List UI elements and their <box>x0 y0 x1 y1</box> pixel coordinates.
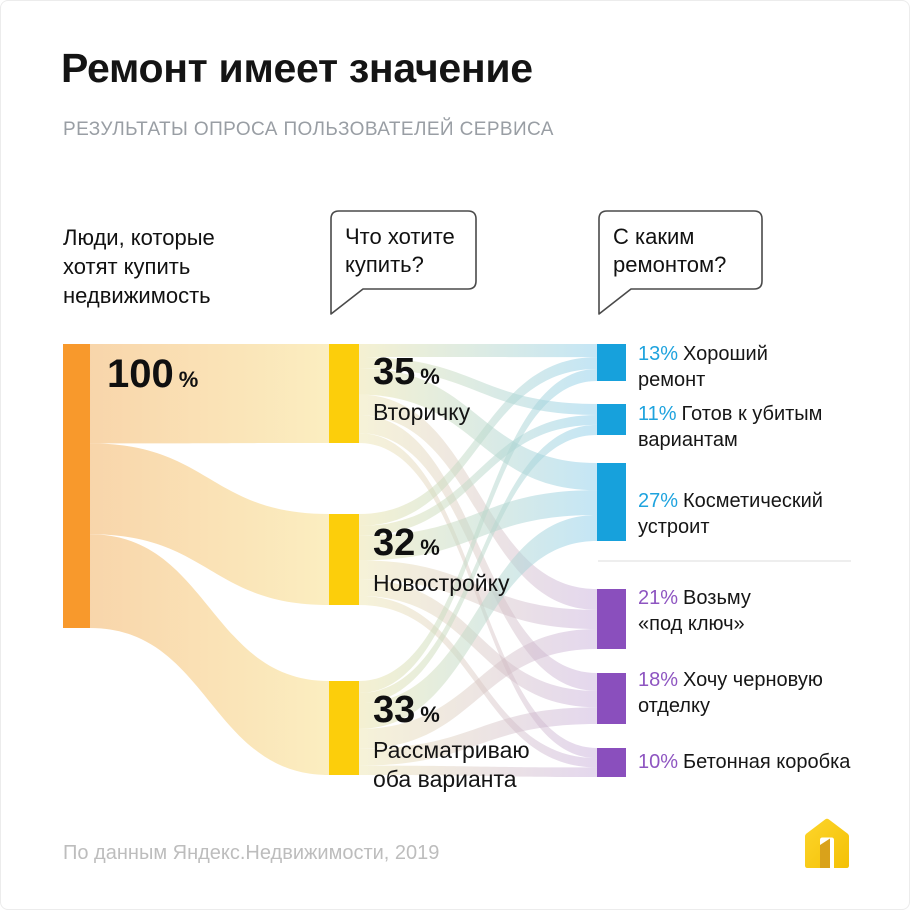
sankey-node-cosmetic <box>597 463 626 541</box>
sankey-node-concrete <box>597 748 626 777</box>
node-label-good-renovation: 13% Хороший ремонт <box>638 343 768 391</box>
flow-newbuild-good <box>359 357 597 526</box>
yandex-realty-logo-icon <box>805 818 849 868</box>
sankey-node-both <box>329 681 359 775</box>
node-label-secondary: 35% Вторичку <box>373 351 471 425</box>
sankey-node-turnkey <box>597 589 626 649</box>
node-label-cosmetic-ok: 27% Косметический устроит <box>638 490 823 538</box>
flow-secondary-wrecked <box>359 357 597 415</box>
page-subtitle: РЕЗУЛЬТАТЫ ОПРОСА ПОЛЬЗОВАТЕЛЕЙ СЕРВИСА <box>63 119 554 140</box>
flow-all-both <box>90 534 329 775</box>
node-label-rough-finish: 18% Хочу черновую отделку <box>638 669 823 717</box>
node-label-newbuild: 32% Новостройку <box>373 522 510 596</box>
flow-both-rough <box>359 707 597 766</box>
flow-newbuild-turnkey <box>359 560 597 629</box>
flow-both-wrecked <box>359 424 597 704</box>
node-label-both: 33% Рассматриваю оба варианта <box>373 689 530 792</box>
flow-secondary-turnkey <box>359 394 597 610</box>
flow-both-concrete <box>359 765 597 777</box>
flow-newbuild-wrecked <box>359 414 597 536</box>
flow-all-newbuild <box>90 443 329 605</box>
data-source-caption: По данным Яндекс.Недвижимости, 2019 <box>63 842 440 864</box>
node-label-turnkey: 21% Возьму «под ключ» <box>638 587 751 635</box>
sankey-node-secondary <box>329 344 359 443</box>
node-label-concrete-box: 10% Бетонная коробка <box>638 751 851 773</box>
speech-bubble-right <box>598 210 763 315</box>
sankey-node-all <box>63 344 90 628</box>
sankey-node-wrecked <box>597 404 626 435</box>
house-open-door <box>820 838 830 868</box>
speech-bubble-right-shape <box>598 210 763 315</box>
flow-secondary-good <box>359 344 597 358</box>
node-label-wrecked-ok: 11% Готов к убитым вариантам <box>638 403 823 451</box>
question-what-to-buy: Что хотите купить? <box>345 224 455 277</box>
left-group-label: Люди, которые хотят купить недвижимость <box>63 225 215 308</box>
flow-both-good <box>359 369 597 693</box>
sankey-node-rough <box>597 673 626 724</box>
flow-secondary-rough <box>359 415 597 691</box>
speech-bubble-mid-shape <box>330 210 477 315</box>
flow-both-turnkey <box>359 629 597 749</box>
flow-both-cosmetic <box>359 515 597 729</box>
flow-all-secondary <box>90 344 329 444</box>
sankey-node-newbuild <box>329 514 359 605</box>
node-label-total: 100% <box>107 352 199 396</box>
flow-newbuild-rough <box>359 579 597 708</box>
page-title: Ремонт имеет значение <box>61 45 533 91</box>
sankey-node-good <box>597 344 626 381</box>
question-what-renovation: С каким ремонтом? <box>613 224 727 277</box>
speech-bubble-mid <box>330 210 477 315</box>
